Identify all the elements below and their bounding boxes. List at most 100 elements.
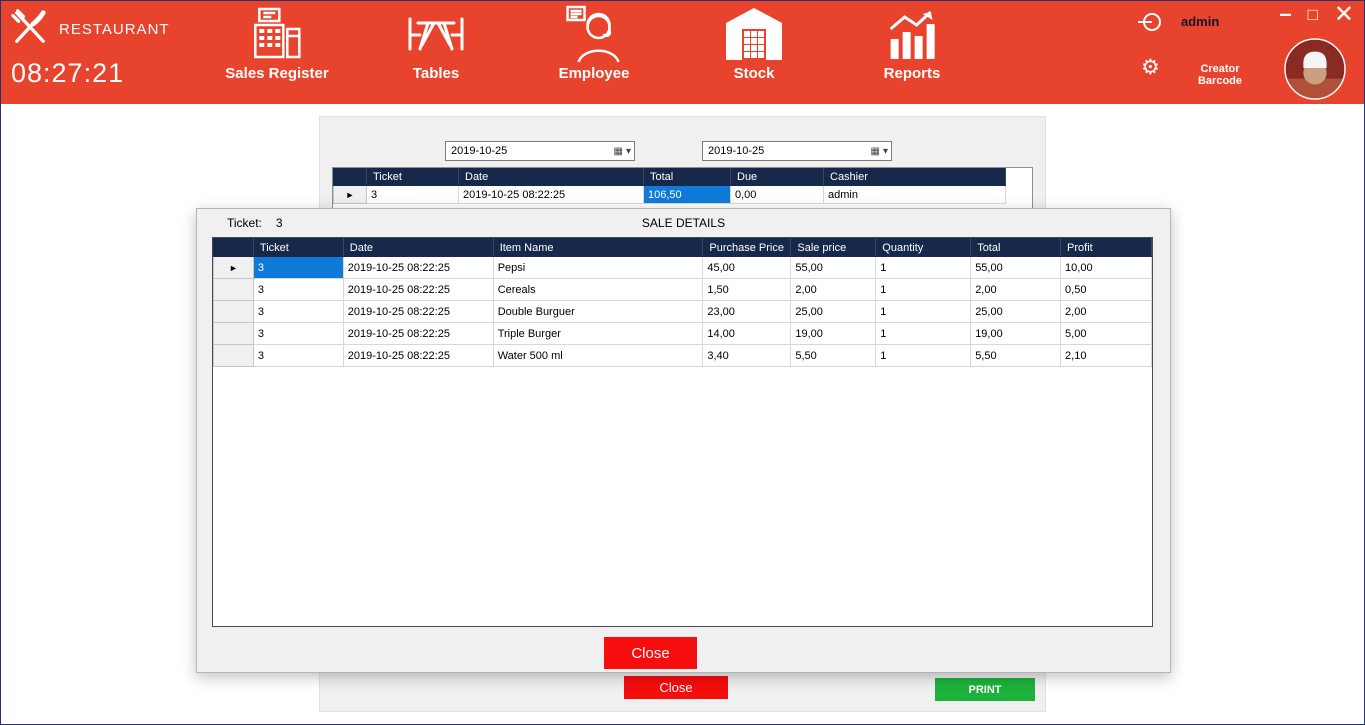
nav-label: Sales Register [225,65,329,82]
grid-cell[interactable]: 2019-10-25 08:22:25 [342,278,494,301]
table-row: ► 3 2019-10-25 08:22:25 106,50 0,00 admin [333,185,1006,204]
date-from-picker[interactable]: 2019-10-25 ▦ ▾ [445,141,635,161]
grid-cell[interactable]: Water 500 ml [492,344,704,367]
grid-cell[interactable]: 3 [252,322,344,345]
grid-cell[interactable]: 5,50 [790,344,877,367]
row-selector-cell[interactable] [213,322,254,345]
grid-cell[interactable]: 2,00 [790,278,877,301]
nav-stock[interactable]: Stock [724,5,784,82]
row-selector-cell[interactable] [213,344,254,367]
nav-label: Employee [558,65,630,82]
grid-cell[interactable]: 1,50 [702,278,792,301]
row-selector-cell[interactable] [213,300,254,323]
nav-employee[interactable]: Employee [558,5,630,82]
grid-cell[interactable]: 3,40 [702,344,792,367]
grid-cell[interactable]: Cereals [492,278,704,301]
row-selector-cell[interactable]: ► [333,185,367,204]
grid-cell[interactable]: 45,00 [702,256,792,279]
grid-cell[interactable]: 1 [875,322,972,345]
grid-cell[interactable]: 3 [252,300,344,323]
grid-cell[interactable]: 14,00 [702,322,792,345]
date-to-picker[interactable]: 2019-10-25 ▦ ▾ [702,141,892,161]
column-header[interactable]: Date [342,238,494,257]
column-header[interactable]: Quantity [875,238,972,257]
grid-cell[interactable]: 5,00 [1060,322,1152,345]
column-header[interactable]: Sale price [790,238,877,257]
grid-cell[interactable]: 25,00 [790,300,877,323]
selector-header-cell [333,168,367,186]
grid-cell[interactable]: 3 [366,185,459,204]
column-header[interactable]: Profit [1060,238,1152,257]
grid-cell[interactable]: 1 [875,344,972,367]
grid-cell[interactable]: 3 [252,256,344,279]
grid-cell[interactable]: 2019-10-25 08:22:25 [342,322,494,345]
column-header[interactable]: Item Name [492,238,704,257]
date-from-value: 2019-10-25 [451,145,508,157]
nav-label: Reports [883,65,941,82]
grid-cell[interactable]: 106,50 [643,185,731,204]
stock-warehouse-icon [724,5,784,63]
calendar-icon: ▦ [870,145,880,157]
column-header[interactable]: Cashier [823,168,1006,186]
grid-cell[interactable]: 2019-10-25 08:22:25 [342,300,494,323]
grid-cell[interactable]: 2019-10-25 08:22:25 [342,344,494,367]
grid-cell[interactable]: Pepsi [492,256,704,279]
grid-cell[interactable]: 19,00 [970,322,1062,345]
grid-cell[interactable]: 1 [875,278,972,301]
grid-cell[interactable]: 0,50 [1060,278,1152,301]
grid-cell[interactable]: 55,00 [970,256,1062,279]
grid-cell[interactable]: 2,00 [970,278,1062,301]
close-report-button[interactable]: Close [624,676,728,699]
nav-tables[interactable]: Tables [404,5,468,82]
sales-grid-header-row: Ticket Date Total Due Cashier [333,168,1006,186]
column-header[interactable]: Ticket [252,238,344,257]
column-header[interactable]: Date [458,168,644,186]
grid-cell[interactable]: 5,50 [970,344,1062,367]
nav-reports[interactable]: Reports [883,5,941,82]
nav-sales-register[interactable]: Sales Register [225,5,329,82]
row-selector-cell[interactable]: ► [213,256,254,279]
settings-gear-icon[interactable]: ⚙ [1141,56,1160,79]
grid-cell[interactable]: 55,00 [790,256,877,279]
grid-cell[interactable]: 2,00 [1060,300,1152,323]
grid-cell[interactable]: Triple Burger [492,322,704,345]
tables-icon [404,5,468,63]
column-header[interactable]: Ticket [366,168,459,186]
grid-cell[interactable]: 25,00 [970,300,1062,323]
brand: RESTAURANT 08:27:21 [11,9,170,89]
dropdown-arrow-icon: ▾ [625,145,631,157]
minimize-button[interactable]: – [1279,1,1292,26]
grid-cell[interactable]: 2,10 [1060,344,1152,367]
grid-cell[interactable]: Double Burguer [492,300,704,323]
grid-cell[interactable]: 2019-10-25 08:22:25 [458,185,644,204]
grid-cell[interactable]: 23,00 [702,300,792,323]
sale-details-dialog: Ticket: 3 SALE DETAILS Ticket Date Item Na… [196,208,1171,673]
app-title: RESTAURANT [59,21,170,38]
column-header[interactable]: Due [730,168,824,186]
creator-barcode-button[interactable]: Creator Barcode [1197,63,1243,87]
user-avatar[interactable] [1284,38,1346,100]
maximize-button[interactable]: □ [1307,5,1318,24]
grid-cell[interactable]: 3 [252,278,344,301]
grid-cell[interactable]: 10,00 [1060,256,1152,279]
grid-cell[interactable]: 0,00 [730,185,824,204]
close-window-button[interactable]: ✕ [1333,1,1354,28]
grid-cell[interactable]: 1 [875,256,972,279]
table-row: 3 2019-10-25 08:22:25 Water 500 ml 3,40 5,50… [213,344,1152,367]
logout-icon[interactable] [1138,10,1162,39]
column-header[interactable]: Purchase Price [702,238,792,257]
column-header[interactable]: Total [970,238,1062,257]
nav-label: Stock [733,65,775,82]
clock: 08:27:21 [11,58,125,88]
row-selector-cell[interactable] [213,278,254,301]
grid-cell[interactable]: 19,00 [790,322,877,345]
table-row: 3 2019-10-25 08:22:25 Triple Burger 14,00 19… [213,322,1152,345]
grid-cell[interactable]: admin [823,185,1006,204]
grid-cell[interactable]: 3 [252,344,344,367]
print-button[interactable]: PRINT [935,678,1035,701]
column-header[interactable]: Total [643,168,731,186]
dialog-title: SALE DETAILS [641,216,726,230]
dialog-close-button[interactable]: Close [604,637,697,669]
grid-cell[interactable]: 2019-10-25 08:22:25 [342,256,494,279]
grid-cell[interactable]: 1 [875,300,972,323]
